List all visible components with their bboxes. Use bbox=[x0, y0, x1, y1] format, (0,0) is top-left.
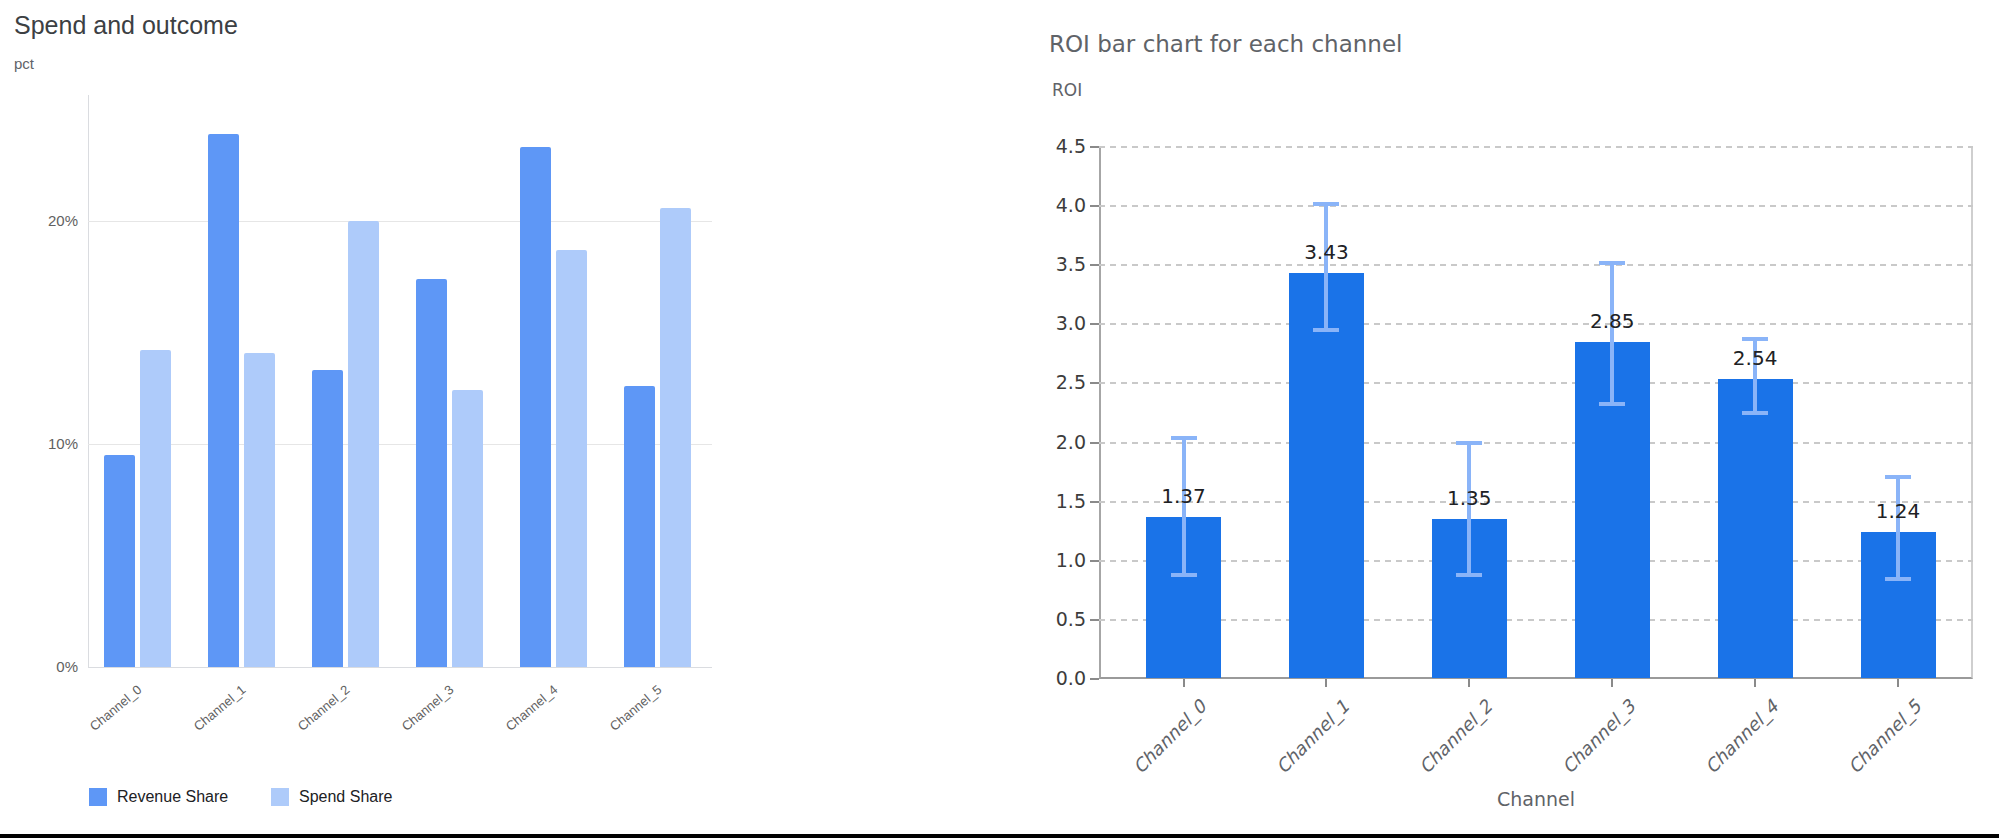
window-bottom-edge bbox=[0, 834, 1999, 838]
roi-error-cap-high-Channel_2 bbox=[1456, 441, 1482, 445]
roi-value-label-Channel_3: 2.85 bbox=[1562, 309, 1662, 333]
roi-error-cap-low-Channel_2 bbox=[1456, 573, 1482, 577]
dashboard-page: { "chart_data": [ { "id": "spend-and-out… bbox=[0, 0, 1999, 838]
roi-gridline-3.0 bbox=[1099, 323, 1973, 325]
roi-gridline-0.5 bbox=[1099, 619, 1973, 621]
roi-error-bar-Channel_1 bbox=[1324, 204, 1328, 330]
roi-error-bar-Channel_3 bbox=[1610, 263, 1614, 404]
roi-y-tick-label-1.5: 1.5 bbox=[1026, 490, 1086, 512]
roi-gridline-1.0 bbox=[1099, 560, 1973, 562]
roi-value-label-Channel_0: 1.37 bbox=[1134, 484, 1234, 508]
roi-error-cap-high-Channel_0 bbox=[1171, 436, 1197, 440]
roi-error-cap-high-Channel_3 bbox=[1599, 261, 1625, 265]
roi-error-bar-Channel_5 bbox=[1896, 477, 1900, 579]
roi-y-tick-mark-1.5 bbox=[1090, 501, 1099, 503]
roi-y-tick-mark-2.5 bbox=[1090, 382, 1099, 384]
roi-y-tick-label-0.0: 0.0 bbox=[1026, 667, 1086, 689]
roi-x-tick-label-Channel_4: Channel_4 bbox=[1700, 696, 1782, 778]
roi-error-cap-high-Channel_5 bbox=[1885, 475, 1911, 479]
roi-y-tick-label-4.0: 4.0 bbox=[1026, 194, 1086, 216]
roi-error-cap-high-Channel_1 bbox=[1313, 202, 1339, 206]
roi-value-label-Channel_2: 1.35 bbox=[1419, 486, 1519, 510]
roi-y-tick-mark-2.0 bbox=[1090, 442, 1099, 444]
roi-bar-Channel_4 bbox=[1718, 379, 1793, 678]
roi-plot-overlay: 0.0 0.5 1.0 1.5 2.0 2.5 3.0 3.5 4.0 4.5 1.37 Channe… bbox=[0, 0, 1999, 838]
roi-x-tick-mark-Channel_2 bbox=[1468, 679, 1470, 687]
roi-error-cap-low-Channel_1 bbox=[1313, 328, 1339, 332]
roi-bar-Channel_1 bbox=[1289, 273, 1364, 678]
roi-y-tick-label-2.5: 2.5 bbox=[1026, 371, 1086, 393]
roi-x-tick-mark-Channel_4 bbox=[1754, 679, 1756, 687]
roi-y-tick-label-2.0: 2.0 bbox=[1026, 431, 1086, 453]
roi-x-tick-mark-Channel_0 bbox=[1183, 679, 1185, 687]
roi-x-tick-mark-Channel_3 bbox=[1611, 679, 1613, 687]
roi-chart: ROI bar chart for each channel ROI 0.00.… bbox=[0, 0, 1999, 838]
roi-gridline-4.0 bbox=[1099, 205, 1973, 207]
roi-error-cap-low-Channel_0 bbox=[1171, 573, 1197, 577]
roi-x-tick-label-Channel_3: Channel_3 bbox=[1557, 696, 1639, 778]
roi-y-tick-label-1.0: 1.0 bbox=[1026, 549, 1086, 571]
roi-y-tick-mark-4.0 bbox=[1090, 205, 1099, 207]
roi-gridline-4.5 bbox=[1099, 146, 1973, 148]
roi-x-tick-label-Channel_5: Channel_5 bbox=[1843, 696, 1925, 778]
roi-y-tick-mark-1.0 bbox=[1090, 560, 1099, 562]
roi-x-tick-label-Channel_1: Channel_1 bbox=[1272, 696, 1354, 778]
roi-y-tick-mark-4.5 bbox=[1090, 146, 1099, 148]
roi-x-tick-mark-Channel_1 bbox=[1325, 679, 1327, 687]
roi-error-cap-high-Channel_4 bbox=[1742, 337, 1768, 341]
roi-x-axis-title: Channel bbox=[1497, 788, 1575, 810]
roi-value-label-Channel_1: 3.43 bbox=[1276, 240, 1376, 264]
roi-y-tick-mark-0.5 bbox=[1090, 619, 1099, 621]
roi-y-tick-mark-3.5 bbox=[1090, 264, 1099, 266]
roi-gridline-3.5 bbox=[1099, 264, 1973, 266]
roi-error-cap-low-Channel_4 bbox=[1742, 411, 1768, 415]
roi-x-tick-label-Channel_2: Channel_2 bbox=[1415, 696, 1497, 778]
roi-x-tick-mark-Channel_5 bbox=[1897, 679, 1899, 687]
roi-gridline-2.0 bbox=[1099, 442, 1973, 444]
roi-y-tick-mark-3.0 bbox=[1090, 323, 1099, 325]
roi-y-tick-mark-0.0 bbox=[1090, 678, 1099, 680]
roi-error-cap-low-Channel_3 bbox=[1599, 402, 1625, 406]
roi-gridline-2.5 bbox=[1099, 382, 1973, 384]
roi-y-tick-label-4.5: 4.5 bbox=[1026, 135, 1086, 157]
roi-y-tick-label-3.5: 3.5 bbox=[1026, 253, 1086, 275]
roi-value-label-Channel_4: 2.54 bbox=[1705, 346, 1805, 370]
roi-error-cap-low-Channel_5 bbox=[1885, 577, 1911, 581]
roi-x-tick-label-Channel_0: Channel_0 bbox=[1129, 696, 1211, 778]
roi-value-label-Channel_5: 1.24 bbox=[1848, 499, 1948, 523]
roi-y-tick-label-0.5: 0.5 bbox=[1026, 608, 1086, 630]
roi-y-tick-label-3.0: 3.0 bbox=[1026, 312, 1086, 334]
